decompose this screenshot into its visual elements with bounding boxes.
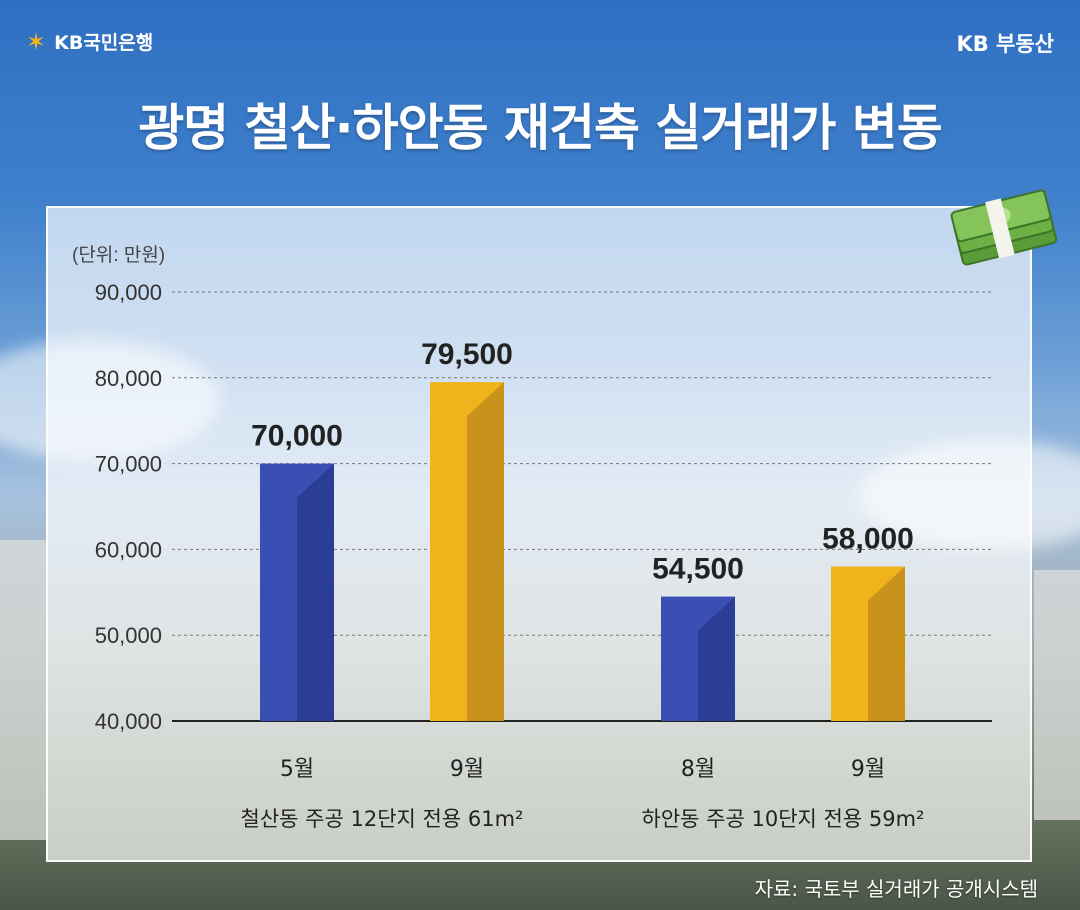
bar-value-label: 70,000 <box>251 420 343 453</box>
y-tick-label: 70,000 <box>95 452 162 477</box>
bar-value-label: 54,500 <box>652 553 744 586</box>
kb-bank-logo: ✶ KB국민은행 <box>26 28 153 55</box>
kb-star-icon: ✶ <box>26 27 47 56</box>
category-label: 9월 <box>851 757 885 782</box>
source-note: 자료: 국토부 실거래가 공개시스템 <box>754 877 1038 901</box>
y-tick-label: 80,000 <box>95 366 162 391</box>
category-label: 8월 <box>681 757 715 782</box>
bar-shade <box>698 596 735 721</box>
background-building <box>0 540 46 840</box>
group-label: 하안동 주공 10단지 전용 59m² <box>642 807 925 831</box>
category-label: 5월 <box>280 757 314 782</box>
bar-shade <box>467 382 504 721</box>
page-title: 광명 철산·하안동 재건축 실거래가 변동 <box>138 99 943 157</box>
unit-label: (단위: 만원) <box>72 244 165 266</box>
y-tick-label: 40,000 <box>95 709 162 734</box>
bar-value-label: 79,500 <box>421 338 513 371</box>
kb-realestate-label: KB 부동산 <box>956 32 1054 56</box>
money-stack-icon <box>950 189 1058 266</box>
bar-shade <box>868 566 905 721</box>
bar-shade <box>297 463 334 721</box>
bar-value-label: 58,000 <box>822 523 914 556</box>
group-label: 철산동 주공 12단지 전용 61m² <box>241 807 524 831</box>
background-building <box>1034 570 1080 820</box>
category-label: 9월 <box>450 757 484 782</box>
y-tick-label: 50,000 <box>95 623 162 648</box>
chart-panel <box>46 206 1032 862</box>
kb-bank-label: KB국민은행 <box>54 32 154 54</box>
y-tick-label: 60,000 <box>95 537 162 562</box>
y-tick-label: 90,000 <box>95 280 162 305</box>
